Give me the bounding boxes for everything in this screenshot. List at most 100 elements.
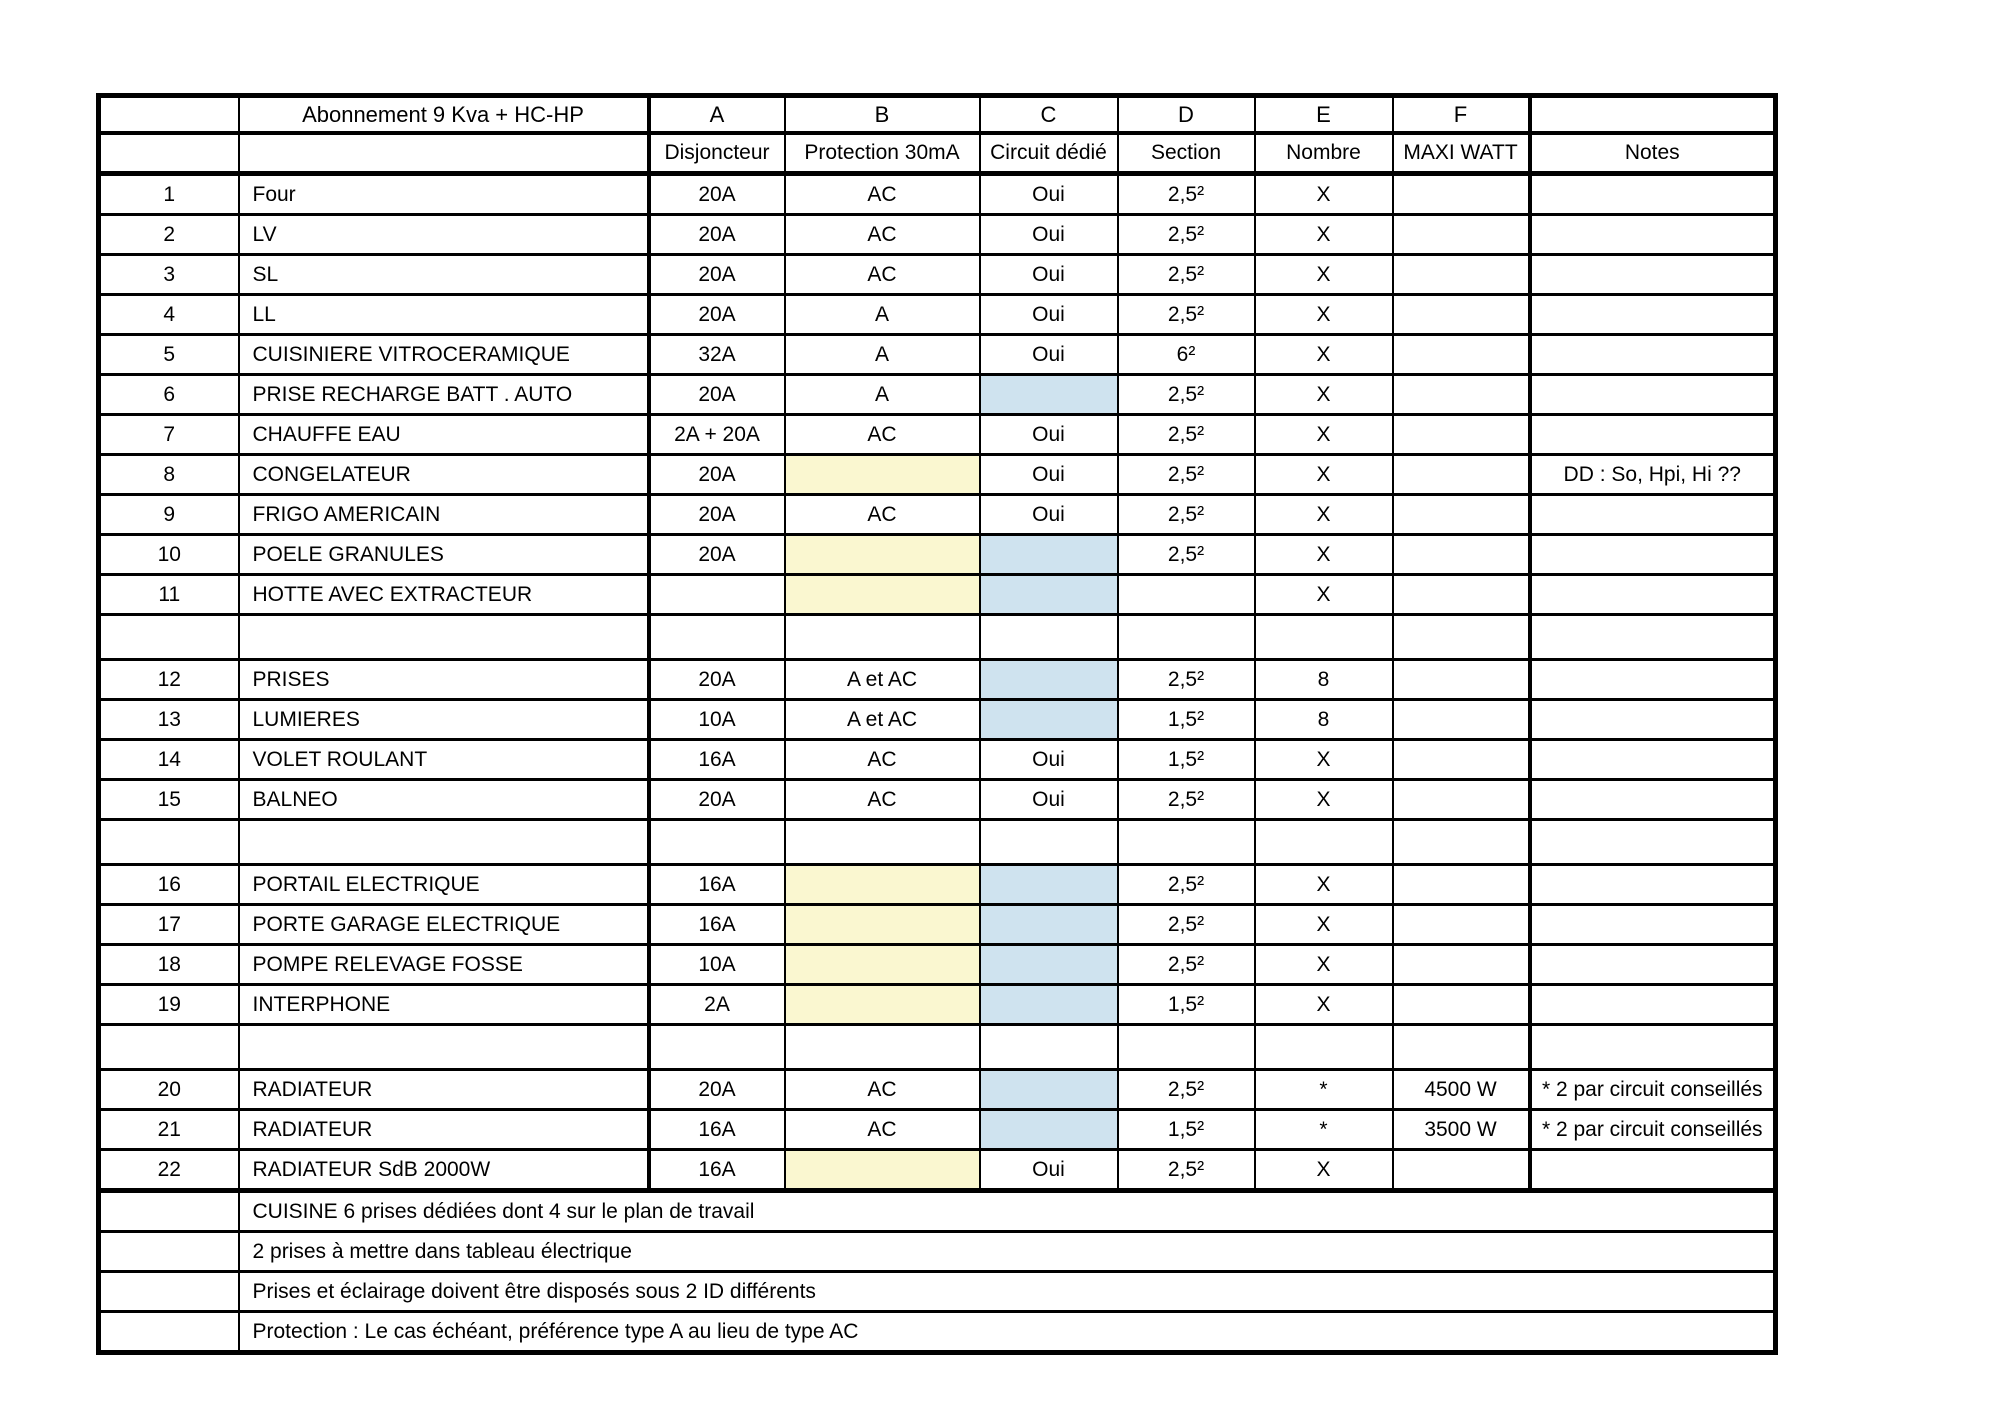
cell-notes [1527,903,1777,946]
cell-row-number: 3 [97,253,240,296]
cell-row-number: 11 [97,573,240,616]
cell-circuit-dedie: Oui [978,293,1119,336]
cell-maxi-watt [1391,373,1531,416]
cell-protection-30ma: AC [783,172,981,216]
cell-protection-30ma: AC [783,413,981,456]
cell-maxi-watt [1391,1148,1531,1192]
cell-maxi-watt [1391,738,1531,781]
cell-maxi-watt [1391,613,1531,661]
cell-protection-30ma [783,453,981,496]
cell-notes: * 2 par circuit conseillés [1527,1108,1777,1151]
cell-protection-30ma [783,943,981,986]
cell-disjoncteur: 20A [646,373,786,416]
cell-section [1116,613,1256,661]
cell-protection-30ma [783,818,981,866]
cell-disjoncteur: 32A [646,333,786,376]
cell-description: CONGELATEUR [237,453,650,496]
cell-description: BALNEO [237,778,650,821]
cell-description: CHAUFFE EAU [237,413,650,456]
cell-maxi-watt [1391,333,1531,376]
cell-description: POELE GRANULES [237,533,650,576]
cell-circuit-dedie: Oui [978,253,1119,296]
cell-notes [1527,293,1777,336]
cell-nombre: X [1253,1148,1394,1192]
cell-maxi-watt [1391,573,1531,616]
cell-maxi-watt [1391,533,1531,576]
col-header-notes: Notes [1527,131,1777,176]
cell-maxi-watt [1391,983,1531,1026]
cell-row-number: 21 [97,1108,240,1151]
cell-notes [1527,213,1777,256]
cell-nombre: X [1253,333,1394,376]
cell-nombre [1253,613,1394,661]
cell-description [237,613,650,661]
footer-empty-cell [97,1188,240,1233]
cell-row-number: 13 [97,698,240,741]
cell-nombre: X [1253,413,1394,456]
cell-section: 2,5² [1116,293,1256,336]
cell-nombre: X [1253,943,1394,986]
table-row: 10 POELE GRANULES 20A 2,5² X [97,533,1777,576]
cell-disjoncteur: 16A [646,903,786,946]
cell-row-number: 14 [97,738,240,781]
table-row: 21 RADIATEUR 16A AC 1,5² * 3500 W * 2 par circu… [97,1108,1777,1151]
cell-section: 2,5² [1116,413,1256,456]
cell-row-number: 2 [97,213,240,256]
cell-maxi-watt [1391,863,1531,906]
cell-nombre: X [1253,738,1394,781]
cell-section: 2,5² [1116,943,1256,986]
col-letter-e: E [1253,94,1394,135]
spacer-row [97,1023,1777,1071]
cell-protection-30ma: AC [783,1108,981,1151]
cell-section: 2,5² [1116,213,1256,256]
cell-protection-30ma [783,903,981,946]
cell-maxi-watt [1391,818,1531,866]
cell-nombre: 8 [1253,698,1394,741]
table-row: 3 SL 20A AC Oui 2,5² X [97,253,1777,296]
footer-note: Protection : Le cas échéant, préférence … [237,1310,1777,1354]
cell-notes [1527,698,1777,741]
cell-circuit-dedie [978,903,1119,946]
cell-protection-30ma: AC [783,778,981,821]
col-header-protection-30ma: Protection 30mA [783,131,981,176]
table-row: 17 PORTE GARAGE ELECTRIQUE 16A 2,5² X [97,903,1777,946]
cell-section: 1,5² [1116,698,1256,741]
cell-row-number [97,613,240,661]
cell-circuit-dedie: Oui [978,453,1119,496]
cell-protection-30ma [783,863,981,906]
cell-notes [1527,493,1777,536]
cell-nombre: X [1253,983,1394,1026]
cell-maxi-watt [1391,493,1531,536]
cell-section: 1,5² [1116,1108,1256,1151]
cell-nombre: X [1253,778,1394,821]
cell-maxi-watt [1391,658,1531,701]
cell-circuit-dedie: Oui [978,493,1119,536]
cell-row-number: 6 [97,373,240,416]
cell-protection-30ma [783,1148,981,1192]
table-row: 16 PORTAIL ELECTRIQUE 16A 2,5² X [97,863,1777,906]
cell-section: 2,5² [1116,863,1256,906]
footer-note: Prises et éclairage doivent être disposé… [237,1270,1777,1313]
cell-description: PORTAIL ELECTRIQUE [237,863,650,906]
cell-row-number: 15 [97,778,240,821]
cell-nombre: X [1253,533,1394,576]
cell-section: 2,5² [1116,493,1256,536]
column-letters-row: Abonnement 9 Kva + HC-HP A B C D E F [97,94,1777,135]
cell-section [1116,818,1256,866]
cell-nombre: X [1253,253,1394,296]
cell-disjoncteur: 20A [646,658,786,701]
cell-circuit-dedie [978,613,1119,661]
cell-circuit-dedie: Oui [978,333,1119,376]
cell-row-number [97,818,240,866]
cell-protection-30ma [783,983,981,1026]
cell-description: CUISINIERE VITROCERAMIQUE [237,333,650,376]
cell-disjoncteur: 20A [646,493,786,536]
cell-disjoncteur: 16A [646,1148,786,1192]
corner-empty-cell [97,94,240,135]
cell-notes [1527,943,1777,986]
cell-disjoncteur: 10A [646,943,786,986]
table-row: 22 RADIATEUR SdB 2000W 16A Oui 2,5² X [97,1148,1777,1192]
table-footer: CUISINE 6 prises dédiées dont 4 sur le p… [97,1188,1777,1354]
electrical-circuits-table: Abonnement 9 Kva + HC-HP A B C D E F Dis… [96,93,1778,1355]
cell-notes: * 2 par circuit conseillés [1527,1068,1777,1111]
